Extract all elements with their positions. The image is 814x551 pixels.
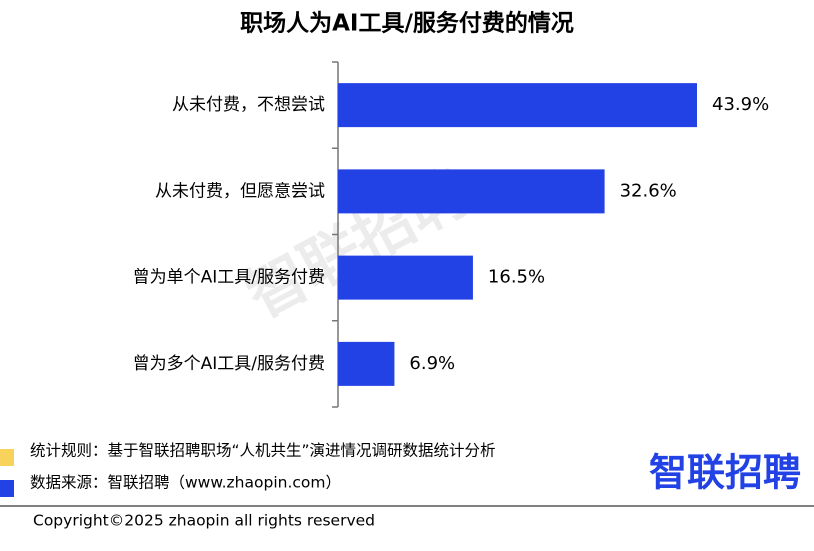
y-tick-label: 从未付费，但愿意尝试 [155,181,325,201]
value-label: 6.9% [409,353,455,374]
y-tick-label: 从未付费，不想尝试 [172,95,325,115]
copyright: Copyright©2025 zhaopin all rights reserv… [33,512,375,530]
y-tick-label: 曾为单个AI工具/服务付费 [133,268,325,288]
legend-square [0,480,14,497]
bar [338,169,605,214]
value-label: 32.6% [620,180,677,201]
footnote: 统计规则：基于智联招聘职场“人机共生”演进情况调研数据统计分析 [30,442,496,460]
chart-title: 职场人为AI工具/服务付费的情况 [240,10,574,37]
bar [338,83,697,128]
y-tick-label: 曾为多个AI工具/服务付费 [133,354,325,374]
value-label: 43.9% [712,94,769,115]
value-label: 16.5% [488,267,545,288]
legend-square [0,449,14,466]
footnote: 数据来源：智联招聘（www.zhaopin.com） [30,474,341,492]
logo: 智联招聘 [649,451,801,495]
bar [338,341,395,386]
bar [338,255,473,300]
